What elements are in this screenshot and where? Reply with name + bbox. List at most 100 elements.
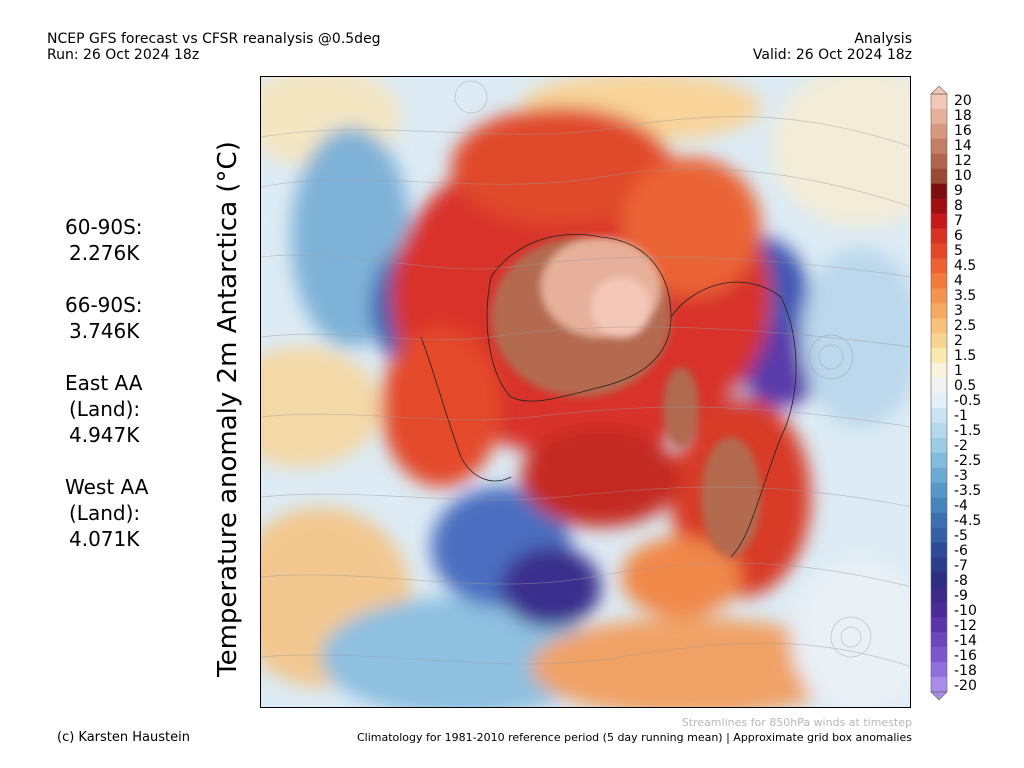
coastline-outline xyxy=(420,336,512,482)
run-time: Run: 26 Oct 2024 18z xyxy=(47,47,200,63)
colorbar-swatch xyxy=(931,198,947,214)
colorbar-swatch xyxy=(931,258,947,274)
colorbar-label: -2.5 xyxy=(954,452,982,469)
colorbar-label: -2 xyxy=(954,437,968,454)
colorbar-label: 4 xyxy=(954,272,963,289)
colorbar-swatch xyxy=(931,228,947,244)
colorbar-swatch xyxy=(931,183,947,199)
colorbar-min-arrow xyxy=(930,691,948,700)
colorbar-label: 18 xyxy=(954,107,972,124)
colorbar-swatch xyxy=(931,677,947,693)
stat-west-aa: West AA (Land): 4.071K xyxy=(65,474,175,552)
colorbar-label: -14 xyxy=(954,632,977,649)
colorbar-swatch xyxy=(931,572,947,588)
colorbar-swatch xyxy=(931,393,947,409)
colorbar-label: 9 xyxy=(954,182,963,199)
stat-value: 4.947K xyxy=(69,423,140,447)
colorbar-label: 4.5 xyxy=(954,257,977,274)
header-right: Analysis Valid: 26 Oct 2024 18z xyxy=(753,31,912,63)
colorbar-swatch xyxy=(931,168,947,184)
colorbar-swatch xyxy=(931,123,947,140)
map-title: Temperature anomaly 2m Antarctica (°C) xyxy=(213,141,243,677)
stat-label: 60-90S: xyxy=(65,215,143,239)
stat-label: 66-90S: xyxy=(65,293,143,317)
colorbar-swatch xyxy=(931,407,947,424)
colorbar-swatch xyxy=(931,452,947,469)
stat-label: West AA xyxy=(65,475,149,499)
colorbar-swatch xyxy=(931,602,947,618)
colorbar-frame xyxy=(930,93,948,693)
colorbar-swatch xyxy=(931,632,947,648)
stat-label-sub: (Land): xyxy=(69,397,141,421)
colorbar-label: 20 xyxy=(954,92,972,109)
colorbar-label: 3 xyxy=(954,302,963,319)
colorbar-swatch xyxy=(931,273,947,289)
colorbar-swatch xyxy=(931,378,947,394)
colorbar-swatch xyxy=(931,108,947,125)
stat-66-90s: 66-90S: 3.746K xyxy=(65,292,175,344)
anomaly-stats: 60-90S: 2.276K 66-90S: 3.746K East AA (L… xyxy=(65,214,175,578)
anomaly-map xyxy=(260,76,911,708)
colorbar-swatch xyxy=(931,243,947,259)
stat-60-90s: 60-90S: 2.276K xyxy=(65,214,175,266)
streamlines xyxy=(261,80,910,667)
colorbar-label: 3.5 xyxy=(954,287,977,304)
colorbar-swatch xyxy=(931,153,947,170)
colorbar-swatch xyxy=(931,318,947,334)
colorbar-swatch xyxy=(931,542,947,558)
colorbar-swatch xyxy=(931,557,947,573)
stat-value: 3.746K xyxy=(69,319,140,343)
map-graphic xyxy=(261,77,910,707)
colorbar-label: -6 xyxy=(954,542,968,559)
colorbar-swatch xyxy=(931,587,947,603)
colorbar-label: 8 xyxy=(954,197,963,214)
colorbar-label: -10 xyxy=(954,602,977,619)
colorbar-label: -1.5 xyxy=(954,422,982,439)
colorbar-swatch xyxy=(931,662,947,678)
colorbar-label: 2.5 xyxy=(954,317,977,334)
climatology-note: Climatology for 1981-2010 reference peri… xyxy=(356,731,912,744)
stat-value: 2.276K xyxy=(69,241,140,265)
stat-value: 4.071K xyxy=(69,527,140,551)
colorbar-label: -0.5 xyxy=(954,392,982,409)
colorbar-label: -18 xyxy=(954,662,977,679)
coastline-outline xyxy=(670,281,797,558)
colorbar-swatch xyxy=(931,497,947,513)
colorbar-label: -5 xyxy=(954,527,968,544)
colorbar-swatch xyxy=(931,288,947,304)
stat-east-aa: East AA (Land): 4.947K xyxy=(65,370,175,448)
colorbar-label: 2 xyxy=(954,332,963,349)
colorbar-label: -20 xyxy=(954,677,977,694)
colorbar-label: 1 xyxy=(954,362,963,379)
colorbar-swatch xyxy=(931,647,947,663)
colorbar-label: -16 xyxy=(954,647,977,664)
colorbar-swatch xyxy=(931,512,947,528)
credit: (c) Karsten Haustein xyxy=(57,730,190,745)
colorbar-swatch xyxy=(931,482,947,498)
colorbar-swatch xyxy=(931,333,947,349)
colorbar-swatch xyxy=(931,94,947,110)
colorbar-label: 16 xyxy=(954,122,972,139)
colorbar-swatch xyxy=(931,467,947,483)
colorbar-label: -8 xyxy=(954,572,968,589)
stat-label: East AA xyxy=(65,371,143,395)
colorbar-label: -7 xyxy=(954,557,968,574)
colorbar-labels: 20 18 16 14 12 10 9 8 7 6 5 4.5 4 3.5 3 2.5 2 1.5 1 0.5 -0.5… xyxy=(954,93,1014,693)
colorbar-swatch xyxy=(931,422,947,439)
colorbar-swatch xyxy=(931,138,947,155)
colorbar-swatch xyxy=(931,527,947,543)
colorbar-label: 10 xyxy=(954,167,972,184)
colorbar-label: -12 xyxy=(954,617,977,634)
colorbar xyxy=(930,86,948,700)
colorbar-swatch xyxy=(931,437,947,454)
colorbar-swatch xyxy=(931,617,947,633)
colorbar-swatch xyxy=(931,303,947,319)
streamline-note: Streamlines for 850hPa winds at timestep xyxy=(681,716,912,729)
colorbar-label: 14 xyxy=(954,137,972,154)
valid-time: Valid: 26 Oct 2024 18z xyxy=(752,47,912,63)
colorbar-swatch xyxy=(931,363,947,379)
colorbar-swatch xyxy=(931,348,947,364)
colorbar-label: 7 xyxy=(954,212,963,229)
colorbar-max-arrow xyxy=(930,86,948,95)
colorbar-swatch xyxy=(931,213,947,229)
